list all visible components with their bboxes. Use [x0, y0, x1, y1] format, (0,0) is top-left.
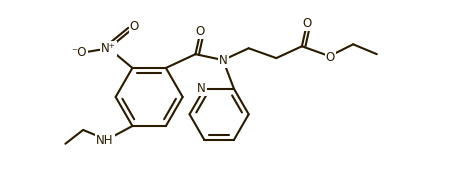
- Text: ⁻O: ⁻O: [71, 46, 87, 59]
- Text: N⁺: N⁺: [101, 42, 116, 55]
- Text: O: O: [326, 51, 335, 64]
- Text: NH: NH: [96, 134, 114, 147]
- Text: N: N: [219, 54, 228, 67]
- Text: O: O: [302, 17, 312, 30]
- Text: O: O: [196, 25, 205, 38]
- Text: N: N: [197, 82, 206, 95]
- Text: O: O: [130, 20, 139, 33]
